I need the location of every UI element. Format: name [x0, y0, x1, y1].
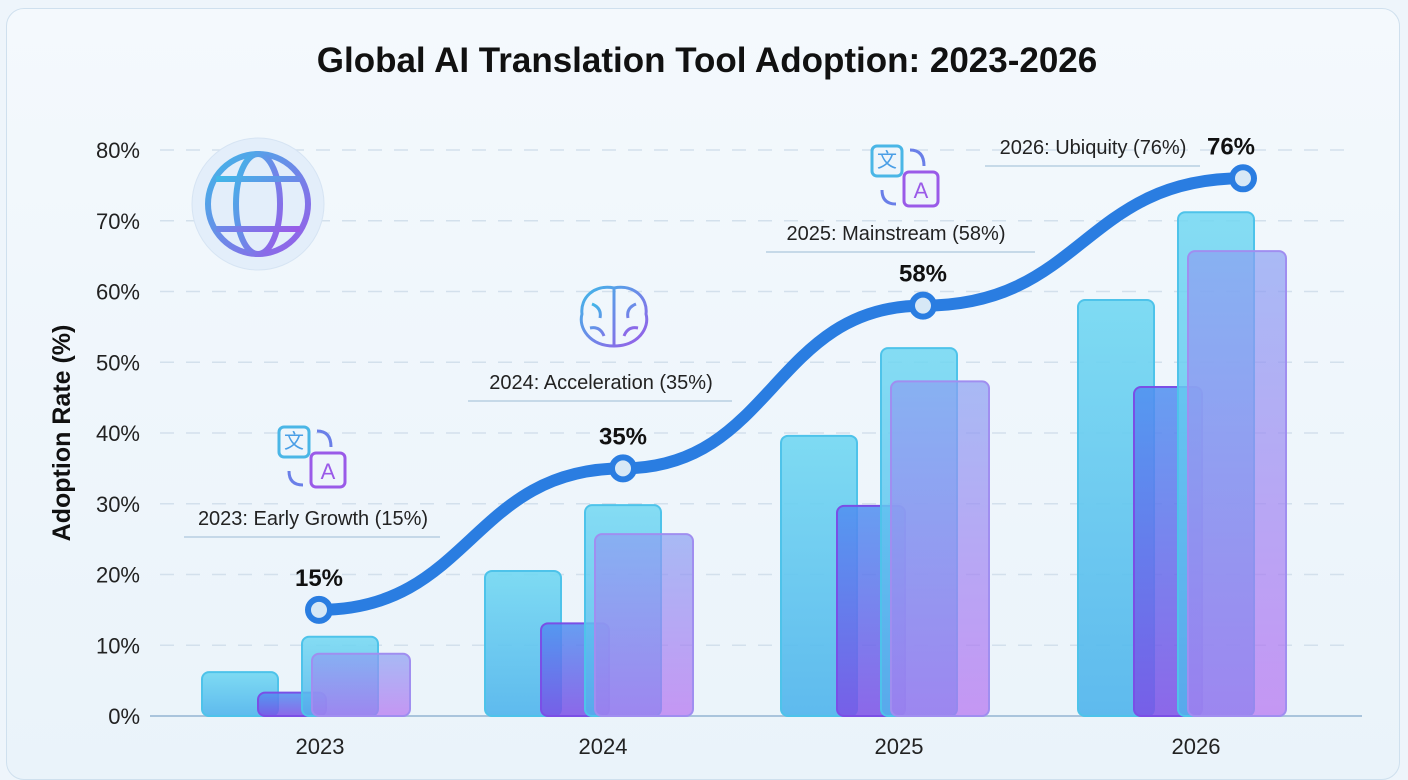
globe-icon	[191, 137, 325, 271]
bar-2025-series-4	[890, 380, 990, 717]
y-tick-label: 20%	[96, 563, 140, 588]
annotation-label: 2024: Acceleration (35%)	[489, 372, 712, 394]
data-label: 76%	[1207, 133, 1255, 160]
y-tick-label: 50%	[96, 350, 140, 375]
svg-text:A: A	[321, 459, 336, 484]
adoption-line	[313, 172, 1249, 616]
annotation-label: 2023: Early Growth (15%)	[198, 508, 428, 530]
y-tick-label: 10%	[96, 633, 140, 658]
y-tick-label: 30%	[96, 492, 140, 517]
translate-icon: 文A	[277, 425, 347, 489]
chart-title: Global AI Translation Tool Adoption: 202…	[317, 41, 1097, 80]
x-tick-label: 2025	[875, 734, 924, 759]
line-point-2023	[305, 595, 333, 624]
brain-icon	[579, 285, 649, 348]
svg-text:文: 文	[877, 149, 897, 172]
line-point-2025	[909, 291, 937, 320]
data-label: 58%	[899, 261, 947, 288]
bar-2026-series-4	[1187, 250, 1287, 718]
bar-2024-series-4	[594, 533, 694, 717]
annotation-label: 2026: Ubiquity (76%)	[1000, 137, 1187, 159]
data-label: 15%	[295, 565, 343, 592]
x-tick-label: 2023	[296, 734, 345, 759]
y-axis-label: Adoption Rate (%)	[48, 325, 76, 542]
annotation-label: 2025: Mainstream (58%)	[787, 223, 1006, 245]
svg-text:文: 文	[284, 430, 304, 453]
x-tick-label: 2024	[579, 734, 628, 759]
line-point-2024	[609, 454, 637, 483]
y-tick-label: 40%	[96, 421, 140, 446]
x-tick-label: 2026	[1172, 734, 1221, 759]
y-tick-label: 70%	[96, 209, 140, 234]
y-tick-label: 0%	[108, 704, 140, 729]
y-tick-label: 80%	[96, 138, 140, 163]
translate-icon: 文A	[870, 144, 940, 208]
y-tick-label: 60%	[96, 280, 140, 305]
data-label: 35%	[599, 423, 647, 450]
line-point-2026	[1229, 164, 1257, 193]
svg-text:A: A	[914, 178, 929, 203]
bar-2023-series-4	[311, 652, 411, 717]
